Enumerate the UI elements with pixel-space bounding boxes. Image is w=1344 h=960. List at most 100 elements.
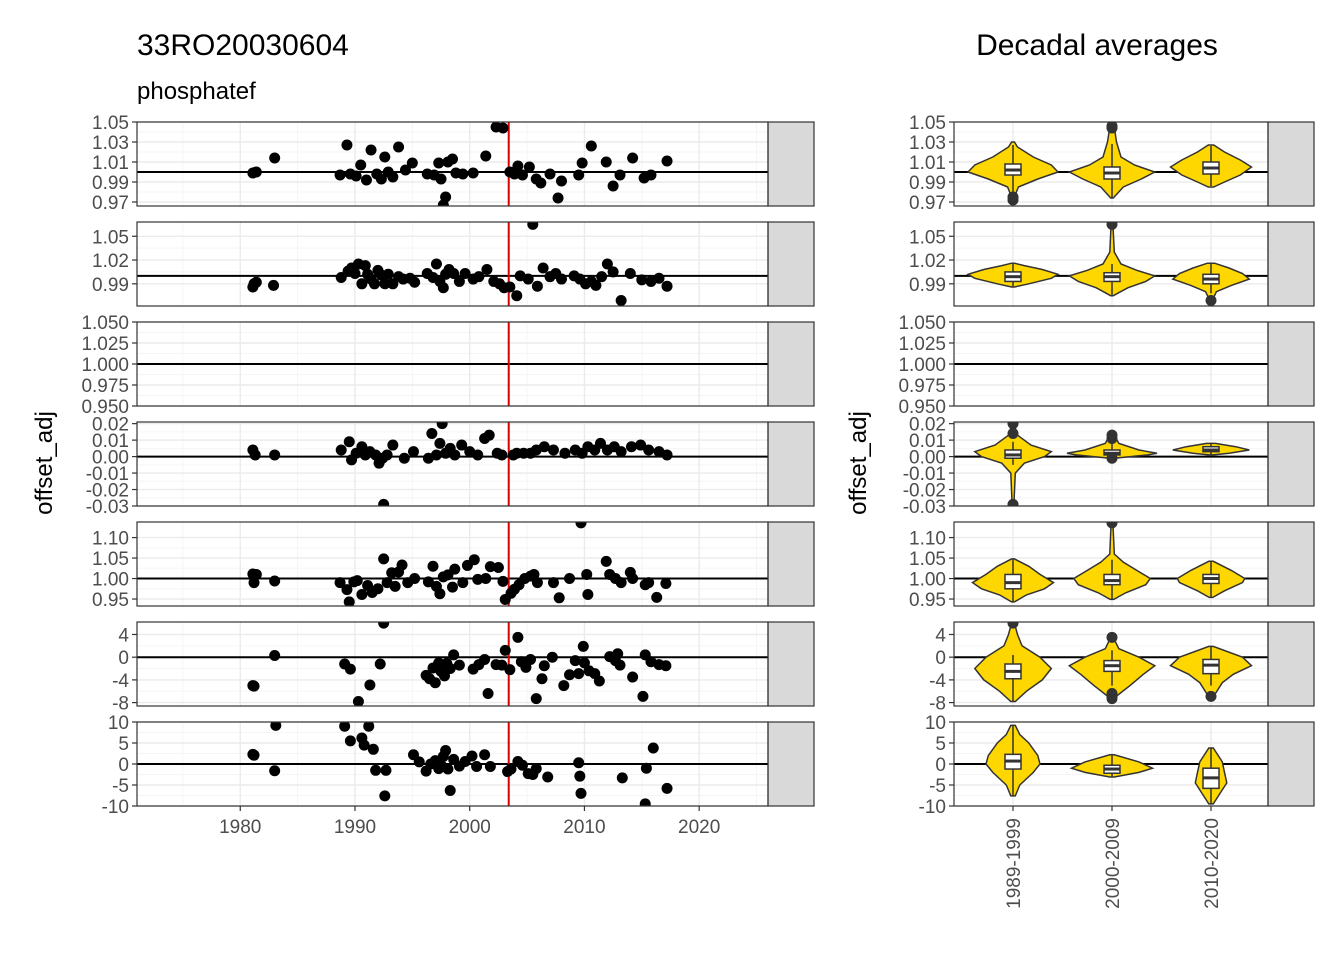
left-panel-oxygen-data-point	[601, 258, 613, 270]
right-panel-salinity-outlier	[1007, 498, 1019, 506]
left-panel-nitrate-strip	[767, 121, 815, 207]
left-panel-silicate-data-point	[600, 555, 612, 567]
left-panel-nitrate-data-point	[447, 153, 458, 165]
left-panel-nitrate-data-point	[645, 169, 657, 181]
left-panel-silicate-y-tick-label: 1.10	[92, 529, 129, 550]
left-panel-talk-data-point	[578, 657, 590, 669]
right-panel-tco2-y-tick-label: -5	[929, 776, 946, 797]
left-panel-tco2-data-point	[484, 761, 496, 773]
plot-area: 0.970.991.011.031.05nitrate0.991.021.05o…	[81, 113, 1315, 909]
left-panel-silicate-data-point	[356, 589, 368, 601]
right-panel-salinity-y-tick-label: 0.02	[909, 415, 946, 436]
left-panel-tco2-data-point	[479, 749, 491, 761]
right-panel-salinity-outlier	[1106, 452, 1118, 464]
left-panel-salinity-data-point	[559, 447, 571, 459]
right-panel-silicate-y-tick-label: 1.00	[909, 570, 946, 591]
left-panel-silicate-data-point	[480, 573, 492, 585]
left-panel-oxygen-data-point	[531, 280, 543, 292]
right-panel-salinity-outlier	[1007, 428, 1019, 440]
left-panel-silicate-data-point	[334, 577, 346, 589]
left-panel-salinity-data-point	[594, 437, 606, 449]
left-panel-talk-data-point	[614, 659, 626, 671]
right-panel-talk-violins	[973, 622, 1253, 705]
left-panel-oxygen-data-point	[349, 268, 361, 280]
left-panel-talk-data-point	[627, 671, 639, 683]
left-panel-silicate-data-point	[409, 573, 421, 585]
left-panel-talk-data-point	[496, 659, 508, 671]
right-panel-silicate-violins	[971, 522, 1246, 603]
left-panel-nitrate-data-point	[250, 166, 262, 178]
right-panel-nitrate-y-tick-label: 1.01	[909, 153, 946, 174]
left-panel-silicate-y-tick-label: 0.95	[92, 590, 129, 611]
left-panel-tco2-data-point	[380, 764, 392, 776]
left-panel-talk-data-point	[438, 670, 450, 682]
left-panel-phosphatef-strip	[767, 321, 815, 407]
left-panel-oxygen-strip	[767, 221, 815, 307]
left-panel-silicate-data-point	[378, 553, 390, 565]
left-panel-nitrate-data-point	[379, 151, 391, 163]
right-panel-talk-y-tick-label: -8	[929, 694, 946, 715]
left-panel-tco2-data-point	[640, 762, 652, 774]
left-panel-talk-data-point	[637, 690, 649, 702]
right-panel-nitrate-strip	[1267, 121, 1315, 207]
right-panel-tco2-strip	[1267, 721, 1315, 807]
left-panel-salinity-data-point	[249, 449, 261, 461]
left-panel-tco2-data-point	[358, 739, 370, 751]
left-panel-salinity-data-point	[335, 444, 347, 456]
left-panel-talk-data-point	[433, 657, 445, 669]
left-panel-tco2-data-point	[575, 787, 587, 799]
left-panel-nitrate-data-point	[535, 177, 547, 189]
right-panel-silicate-outlier	[1106, 522, 1118, 529]
left-panel-oxygen-data-point	[430, 258, 442, 270]
left-panel-salinity-y-tick-label: 0.00	[92, 448, 129, 469]
left-panel-silicate-data-point	[531, 577, 543, 589]
left-panel-oxygen-data-point	[379, 278, 391, 290]
left-panel-oxygen-grid	[137, 222, 768, 306]
left-panel-tco2-y-tick-label: 5	[118, 734, 129, 755]
left-panel-nitrate-data-point	[573, 169, 585, 181]
left-panel-talk-data-point	[660, 660, 672, 672]
left-panel-phosphatef-y-tick-label: 1.000	[81, 355, 129, 376]
right-panel-salinity-violins	[973, 422, 1250, 506]
left-panel-nitrate-y-tick-label: 0.99	[92, 173, 129, 194]
right-panel-salinity-y-tick-label: 0.00	[909, 448, 946, 469]
left-panel-nitrate-data-point	[512, 160, 524, 172]
left-panel-talk-data-point	[374, 658, 386, 670]
left-panel-phosphatef-y-tick-label: 1.025	[81, 334, 129, 355]
left-panel-tco2-data-point	[442, 763, 454, 775]
right-panel-phosphatef-border	[953, 321, 1269, 407]
right-panel-oxygen-violins	[966, 222, 1251, 306]
left-panel-phosphatef-y-tick-label: 1.050	[81, 313, 129, 334]
left-panel-salinity-data-point	[456, 439, 468, 451]
left-panel-salinity-points	[247, 422, 673, 506]
left-panel-silicate-data-point	[484, 561, 496, 573]
right-panel-oxygen-y-tick-label: 1.05	[909, 227, 946, 248]
right-panel-salinity-strip	[1267, 421, 1315, 507]
left-panel-tco2-data-point	[505, 763, 517, 775]
left-panel-oxygen-data-point	[359, 260, 371, 272]
right-panel-talk-outlier	[1007, 622, 1019, 629]
left-panel-salinity-data-point	[449, 449, 461, 461]
left-panel-oxygen-data-point	[527, 222, 539, 230]
right-panel-tco2-y-tick-label: -10	[919, 797, 946, 818]
right-panel-oxygen-strip	[1267, 221, 1315, 307]
left-panel-salinity-data-point	[635, 439, 647, 451]
left-panel-tco2-data-point	[367, 743, 379, 755]
left-panel-silicate-data-point	[468, 554, 480, 566]
left-panel-talk-data-point	[538, 660, 550, 672]
right-panel-tco2-violins	[985, 724, 1228, 805]
left-panel-nitrate-data-point	[497, 122, 509, 134]
left-panel-oxygen-y-tick-label: 1.05	[92, 227, 129, 248]
right-panel-talk-strip	[1267, 621, 1315, 707]
left-panel-nitrate-data-point	[433, 157, 445, 169]
left-panel-oxygen-y-tick-label: 1.02	[92, 251, 129, 272]
right-panel-talk-outlier	[1106, 693, 1118, 705]
right-panel-phosphatef-y-tick-label: 1.050	[898, 313, 946, 334]
left-panel-salinity-grid	[137, 422, 768, 507]
left-panel-oxygen-data-point	[268, 279, 280, 291]
left-panel-silicate-data-point	[389, 580, 401, 592]
left-panel-nitrate-data-point	[544, 168, 556, 180]
left-panel-oxygen-data-point	[661, 280, 673, 292]
left-panel-tco2-y-tick-label: 0	[118, 755, 129, 776]
left-panel-oxygen-data-point	[636, 274, 648, 286]
